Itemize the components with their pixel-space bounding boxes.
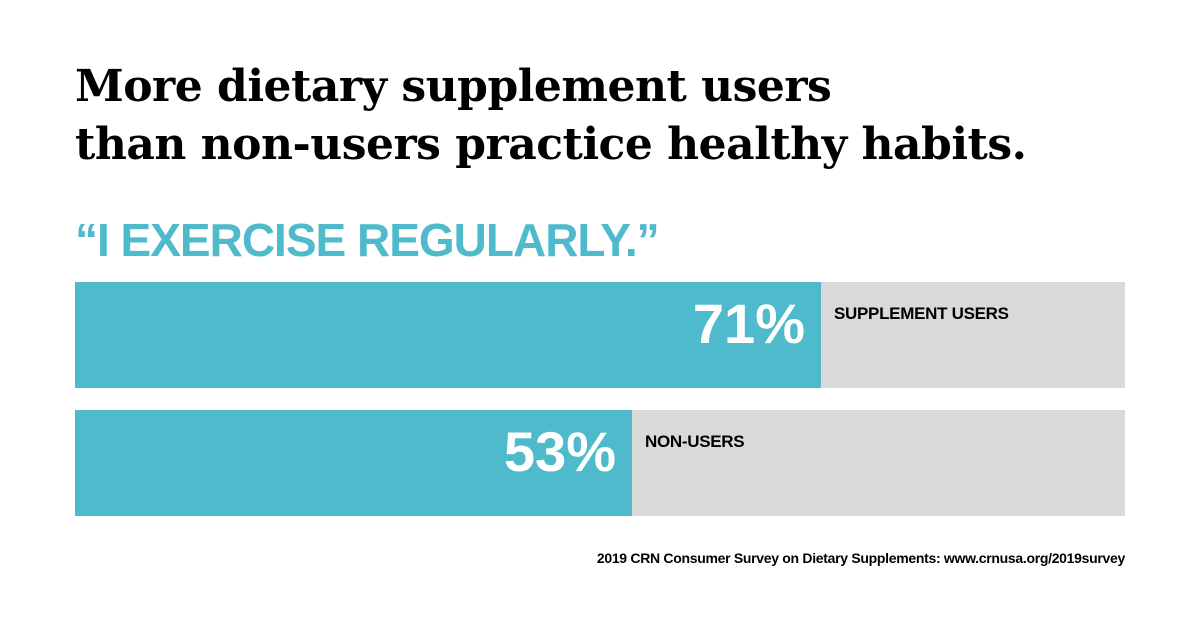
chart-subtitle: “I EXERCISE REGULARLY.”: [75, 214, 660, 266]
bar-track-supplement-users: 71% SUPPLEMENT USERS: [75, 282, 1125, 388]
bar-non-users: 53%: [75, 410, 632, 516]
source-note: 2019 CRN Consumer Survey on Dietary Supp…: [596, 550, 1125, 566]
category-label-supplement-users: SUPPLEMENT USERS: [834, 304, 1009, 323]
bar-supplement-users: 71%: [75, 282, 821, 388]
chart-title-line-1: More dietary supplement users: [75, 61, 832, 112]
data-label-non-users: 53%: [503, 420, 616, 483]
chart-title: More dietary supplement users than non-u…: [75, 58, 1135, 174]
category-label-non-users: NON-USERS: [645, 432, 745, 451]
chart-title-line-2: than non-users practice healthy habits.: [75, 119, 1027, 170]
bar-track-non-users: 53% NON-USERS: [75, 410, 1125, 516]
bar-chart: 71% SUPPLEMENT USERS 53% NON-USERS: [75, 282, 1125, 516]
data-label-supplement-users: 71%: [692, 292, 805, 355]
